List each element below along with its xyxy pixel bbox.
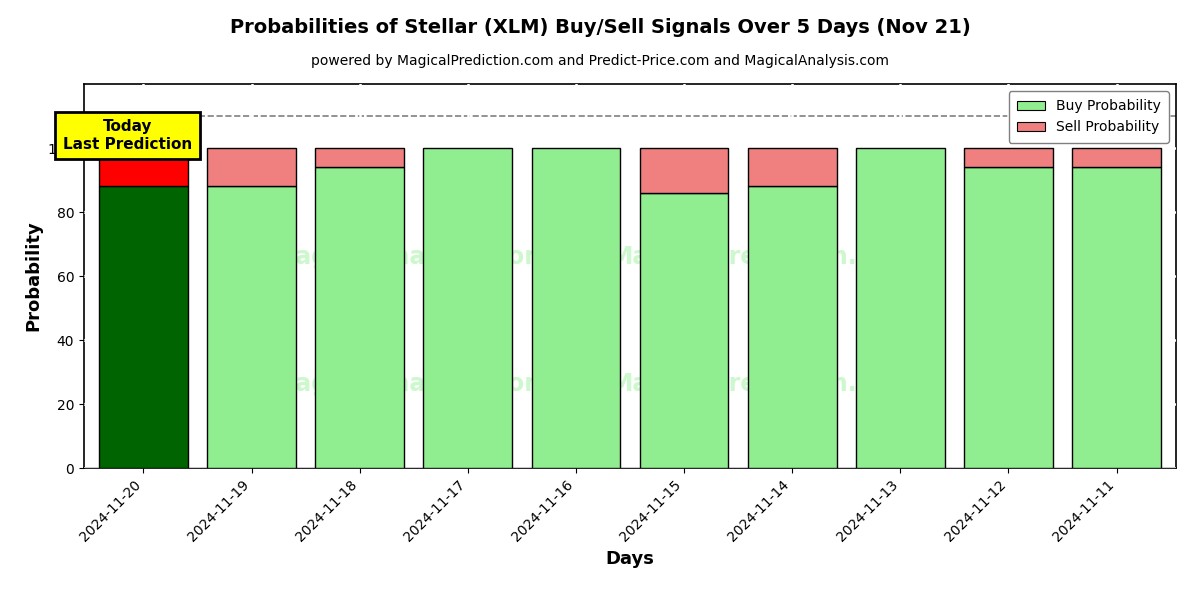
Bar: [964, 167, 1052, 468]
Bar: [100, 187, 187, 468]
Bar: [208, 148, 296, 187]
Text: powered by MagicalPrediction.com and Predict-Price.com and MagicalAnalysis.com: powered by MagicalPrediction.com and Pre…: [311, 54, 889, 68]
Text: MagicalAnalysis.com: MagicalAnalysis.com: [274, 245, 550, 269]
Bar: [532, 148, 620, 468]
Bar: [1073, 167, 1160, 468]
Text: Today
Last Prediction: Today Last Prediction: [62, 119, 192, 152]
Bar: [748, 187, 836, 468]
Bar: [964, 148, 1052, 167]
Bar: [1073, 148, 1160, 167]
Legend: Buy Probability, Sell Probability: Buy Probability, Sell Probability: [1009, 91, 1169, 143]
Bar: [640, 148, 728, 193]
Text: MagicalPrediction.com: MagicalPrediction.com: [610, 245, 912, 269]
Y-axis label: Probability: Probability: [24, 221, 42, 331]
Text: Probabilities of Stellar (XLM) Buy/Sell Signals Over 5 Days (Nov 21): Probabilities of Stellar (XLM) Buy/Sell …: [229, 18, 971, 37]
X-axis label: Days: Days: [606, 550, 654, 568]
Bar: [748, 148, 836, 187]
Bar: [640, 193, 728, 468]
Text: MagicalPrediction.com: MagicalPrediction.com: [610, 371, 912, 395]
Text: MagicalAnalysis.com: MagicalAnalysis.com: [274, 371, 550, 395]
Bar: [100, 148, 187, 187]
Bar: [316, 148, 404, 167]
Bar: [208, 187, 296, 468]
Bar: [424, 148, 512, 468]
Bar: [316, 167, 404, 468]
Bar: [856, 148, 944, 468]
